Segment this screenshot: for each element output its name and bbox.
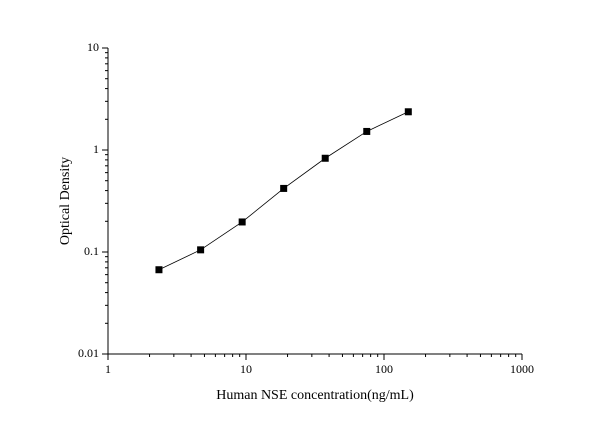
- x-tick-label: 100: [375, 362, 393, 376]
- point: [321, 154, 329, 162]
- x-tick-label: 1: [105, 362, 111, 376]
- y-tick-label: 0.1: [84, 244, 99, 258]
- x-tick-label: 1000: [510, 362, 534, 376]
- y-tick-label: 0.01: [78, 346, 99, 360]
- point: [280, 184, 288, 192]
- point: [404, 108, 412, 116]
- point: [238, 218, 246, 226]
- point: [155, 266, 163, 274]
- point: [197, 246, 205, 254]
- y-axis-title: Optical Density: [58, 157, 73, 245]
- x-axis-title: Human NSE concentration(ng/mL): [216, 388, 414, 403]
- y-tick-label: 1: [93, 142, 99, 156]
- y-tick-label: 10: [87, 40, 99, 54]
- x-tick-label: 10: [240, 362, 252, 376]
- point: [363, 127, 371, 135]
